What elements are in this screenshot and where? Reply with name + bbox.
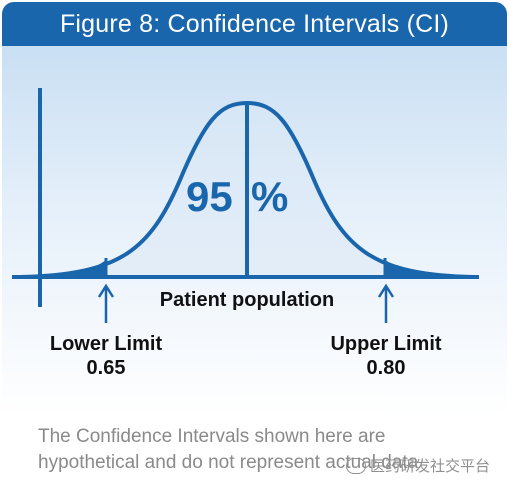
chat-bubble-icon — [346, 457, 366, 474]
footnote-line-1: The Confidence Intervals shown here are — [38, 426, 386, 447]
lower-limit-arrow — [97, 283, 115, 323]
watermark-text: 医药研发社交平台 — [370, 458, 491, 475]
footnote-line-2: hypothetical and do not represent actual… — [38, 452, 419, 473]
confidence-unit: % — [251, 173, 288, 220]
upper-tail-shading — [385, 260, 440, 277]
lower-limit-value: 0.65 — [87, 357, 126, 379]
confidence-interval-diagram: 95 % Patient population Lower Limit 0.65… — [12, 88, 479, 379]
figure-title-bar: Figure 8: Confidence Intervals (CI) — [2, 2, 507, 46]
bell-curve — [19, 100, 475, 279]
upper-limit-value: 0.80 — [367, 357, 406, 379]
x-axis-label: Patient population — [160, 289, 334, 311]
upper-limit-label: Upper Limit — [330, 333, 441, 355]
watermark: 医药研发社交平台 — [346, 455, 490, 476]
lower-limit-label: Lower Limit — [50, 333, 163, 355]
confidence-value: 95 — [186, 173, 233, 220]
upper-limit-arrow — [377, 283, 395, 323]
footnote: The Confidence Intervals shown here are … — [38, 424, 498, 476]
figure-title: Figure 8: Confidence Intervals (CI) — [59, 9, 450, 38]
lower-tail-shading — [60, 260, 106, 277]
